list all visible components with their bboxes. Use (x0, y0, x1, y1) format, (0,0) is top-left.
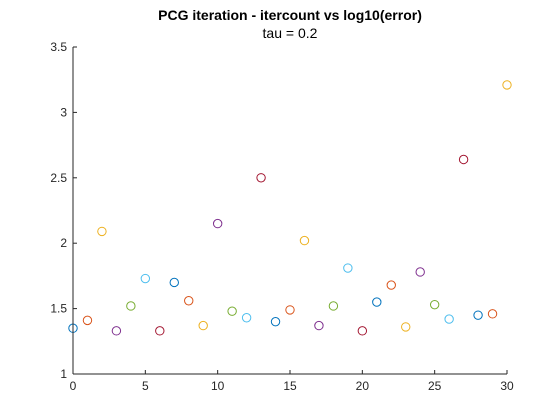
x-tick-label: 30 (500, 379, 514, 393)
chart-title: PCG iteration - itercount vs log10(error… (158, 7, 422, 23)
x-tick-label: 10 (211, 379, 225, 393)
data-point (140, 273, 151, 284)
data-point (444, 314, 454, 324)
data-point (314, 320, 324, 331)
axes (72, 47, 507, 375)
data-point (126, 301, 136, 311)
data-point (256, 173, 266, 183)
data-point (299, 235, 310, 246)
chart-subtitle: tau = 0.2 (263, 25, 318, 41)
data-point (241, 313, 252, 323)
x-tick-label: 15 (283, 379, 297, 393)
data-point (328, 301, 339, 311)
y-tick-label: 2.5 (50, 171, 67, 185)
y-tick-label: 1.5 (50, 302, 67, 316)
data-point (429, 299, 440, 310)
y-tick-label: 1 (60, 367, 67, 381)
data-point (386, 280, 396, 290)
x-tick-label: 0 (70, 379, 77, 393)
data-point (198, 320, 208, 331)
data-point (458, 154, 469, 165)
data-point (227, 306, 237, 316)
data-point (343, 263, 353, 273)
data-point (184, 296, 194, 306)
data-point (212, 218, 223, 229)
x-tick-label: 5 (142, 379, 149, 393)
data-point (487, 309, 498, 319)
x-tick-label: 20 (356, 379, 370, 393)
data-point (285, 305, 295, 315)
data-point (97, 226, 107, 237)
data-point (270, 316, 281, 327)
data-point (401, 322, 411, 332)
data-point (415, 267, 425, 277)
data-point (357, 326, 368, 336)
data-point (82, 315, 93, 326)
tick-marks (72, 46, 508, 375)
y-tick-label: 3.5 (50, 40, 67, 54)
data-point (155, 326, 165, 336)
y-tick-label: 2 (60, 236, 67, 250)
data-points (68, 80, 512, 336)
y-tick-label: 3 (60, 105, 67, 119)
data-point (111, 326, 122, 336)
data-point (372, 297, 382, 307)
data-point (473, 310, 483, 320)
tick-labels: 0 5 10 15 20 25 30 1 1.5 2 2.5 3 3.5 (50, 40, 514, 393)
data-point (169, 277, 179, 288)
data-point (502, 80, 512, 90)
x-tick-label: 25 (428, 379, 442, 393)
